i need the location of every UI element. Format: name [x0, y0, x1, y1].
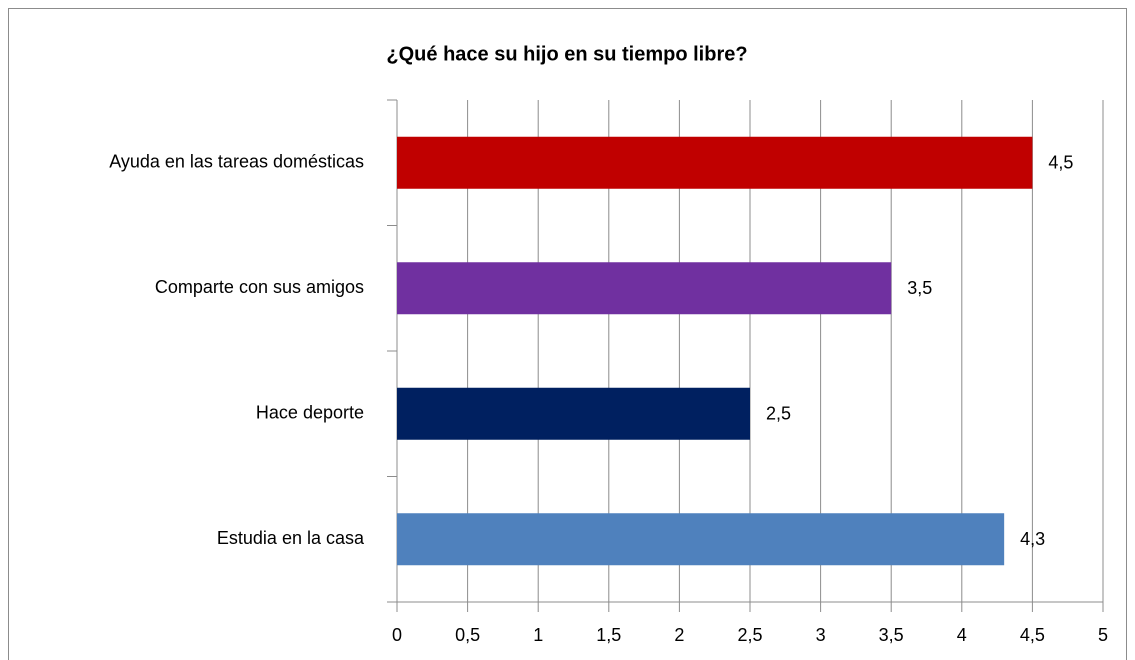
y-tick-label: Ayuda en las tareas domésticas — [109, 152, 364, 172]
x-tick-label: 4 — [957, 625, 967, 645]
x-tick-label: 5 — [1098, 625, 1108, 645]
chart-title: ¿Qué hace su hijo en su tiempo libre? — [386, 43, 747, 65]
bar — [397, 387, 750, 440]
value-label: 4,5 — [1048, 153, 1073, 173]
x-tick-label: 3,5 — [879, 625, 904, 645]
x-tick-label: 4,5 — [1020, 625, 1045, 645]
bar — [397, 513, 1005, 566]
value-label: 4,3 — [1020, 529, 1045, 549]
value-label: 2,5 — [766, 404, 791, 424]
value-label: 3,5 — [907, 278, 932, 298]
bar — [397, 262, 892, 315]
x-tick-label: 2 — [674, 625, 684, 645]
y-tick-label: Hace deporte — [256, 403, 364, 423]
x-tick-label: 3 — [816, 625, 826, 645]
x-tick-label: 1 — [533, 625, 543, 645]
bar — [397, 136, 1033, 189]
x-tick-label: 0 — [392, 625, 402, 645]
y-tick-label: Comparte con sus amigos — [155, 277, 364, 297]
x-tick-label: 2,5 — [737, 625, 762, 645]
y-tick-label: Estudia en la casa — [217, 528, 365, 548]
x-tick-label: 1,5 — [596, 625, 621, 645]
x-tick-label: 0,5 — [455, 625, 480, 645]
